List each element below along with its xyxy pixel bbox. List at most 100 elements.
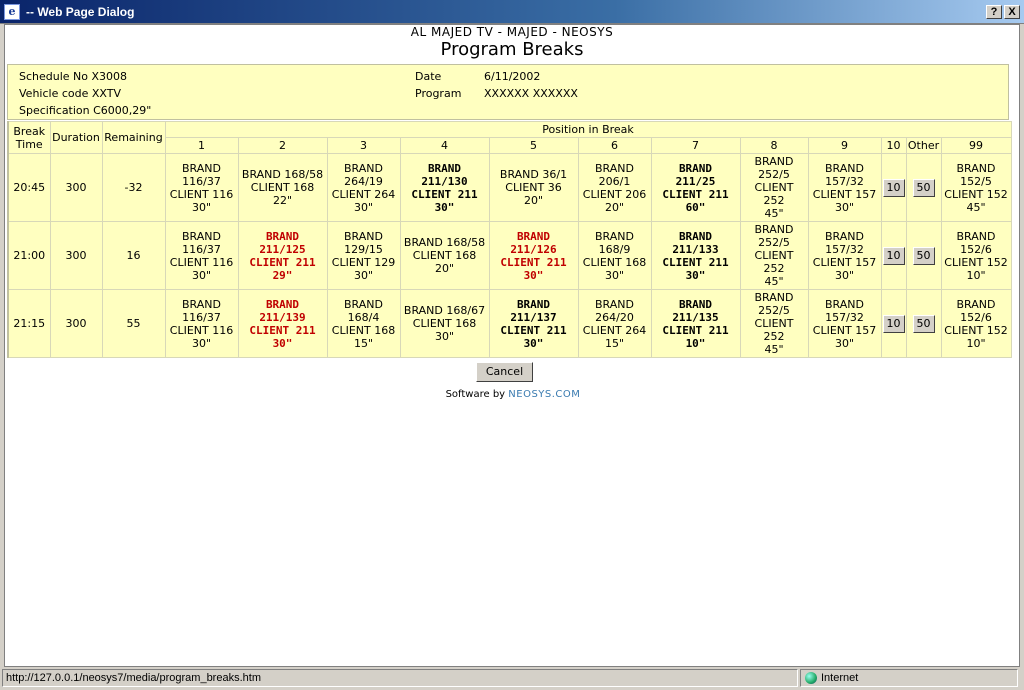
booking-cell[interactable]: BRAND 157/32 CLIENT 157 30" <box>807 153 882 222</box>
page-title: Program Breaks <box>440 39 584 60</box>
booking-line: 116/37 <box>182 310 221 324</box>
booking-line: CLIENT 168 <box>250 181 315 194</box>
breaks-table: Break Time Duration Remaining Position i… <box>7 121 1012 358</box>
booking-line: 157/32 <box>825 174 864 188</box>
dialog-content: AL MAJED TV - MAJED - NEOSYS Program Bre… <box>4 24 1020 667</box>
status-bar: http://127.0.0.1/neosys7/media/program_b… <box>0 667 1024 690</box>
booking-line: 20" <box>523 194 544 207</box>
position-slot-button[interactable]: 50 <box>912 178 935 197</box>
booking-line: 252/5 <box>758 236 790 249</box>
booking-cell[interactable]: BRAND 168/58 CLIENT 168 22" <box>237 153 328 222</box>
neosys-link[interactable]: NEOSYS.COM <box>508 389 581 400</box>
booking-cell[interactable]: BRAND 252/5 CLIENT 252 45" <box>739 221 809 290</box>
booking-line: 252 <box>763 330 785 343</box>
booking-cell[interactable]: BRAND 157/32 CLIENT 157 30" <box>807 221 882 290</box>
booking-line: CLIENT 264 <box>331 187 396 201</box>
booking-line: 10" <box>966 336 986 350</box>
break-duration: 300 <box>49 153 103 222</box>
booking-cell[interactable]: BRAND 252/5 CLIENT 252 45" <box>739 289 809 358</box>
booking-cell[interactable]: BRAND 211/139 CLIENT 211 30" <box>237 289 328 358</box>
cancel-button[interactable]: Cancel <box>476 362 533 382</box>
booking-line: CLIENT 211 <box>411 187 478 201</box>
booking-line: 45" <box>764 275 784 288</box>
booking-cell[interactable]: BRAND 211/137 CLIENT 211 30" <box>488 289 579 358</box>
booking-cell[interactable]: BRAND 252/5 CLIENT 252 45" <box>739 153 809 222</box>
booking-cell[interactable]: BRAND 211/133 CLIENT 211 30" <box>650 221 741 290</box>
booking-cell[interactable]: BRAND 152/6 CLIENT 152 10" <box>940 221 1012 290</box>
booking-cell[interactable]: BRAND 168/9 CLIENT 168 30" <box>577 221 652 290</box>
status-url: http://127.0.0.1/neosys7/media/program_b… <box>2 669 798 687</box>
booking-line: CLIENT 211 <box>500 255 567 269</box>
booking-cell[interactable]: BRAND 206/1 CLIENT 206 20" <box>577 153 652 222</box>
booking-cell[interactable]: BRAND 116/37 CLIENT 116 30" <box>164 153 239 222</box>
booking-line: CLIENT 211 <box>500 323 567 337</box>
position-header: 8 <box>739 137 809 154</box>
booking-line: 252/5 <box>758 168 790 181</box>
booking-line: 29" <box>272 268 293 282</box>
booking-line: CLIENT 168 <box>412 249 477 262</box>
booking-cell[interactable]: BRAND 152/6 CLIENT 152 10" <box>940 289 1012 358</box>
booking-line: 20" <box>434 262 455 275</box>
booking-line: 22" <box>272 194 293 207</box>
booking-line: CLIENT 116 <box>169 323 234 337</box>
booking-cell[interactable]: BRAND 116/37 CLIENT 116 30" <box>164 289 239 358</box>
booking-line: 211/25 <box>675 174 716 188</box>
booking-cell[interactable]: BRAND 116/37 CLIENT 116 30" <box>164 221 239 290</box>
booking-line: BRAND <box>678 229 713 243</box>
position-slot-button[interactable]: 10 <box>882 314 905 333</box>
booking-line: 20" <box>604 200 625 214</box>
booking-line: 211/133 <box>672 242 719 256</box>
booking-line: 168/9 <box>598 242 631 256</box>
footer-prefix: Software by <box>445 389 509 400</box>
booking-line: 206/1 <box>598 174 631 188</box>
globe-icon <box>805 672 817 684</box>
booking-line: 157/32 <box>825 242 864 256</box>
position-slot-button[interactable]: 10 <box>882 178 905 197</box>
close-button[interactable]: X <box>1004 4 1020 19</box>
position-slot-button[interactable]: 10 <box>882 246 905 265</box>
break-row: 21:00 300 16 BRAND 116/37 CLIENT 116 30" BRAND 2… <box>7 221 1012 290</box>
ie-page-icon: e <box>4 3 20 20</box>
position-header: 9 <box>807 137 882 154</box>
booking-cell[interactable]: BRAND 211/125 CLIENT 211 29" <box>237 221 328 290</box>
booking-cell[interactable]: BRAND 211/126 CLIENT 211 30" <box>488 221 579 290</box>
booking-line: CLIENT <box>754 249 794 262</box>
position-slot-button[interactable]: 50 <box>912 246 935 265</box>
position-slot-button[interactable]: 50 <box>912 314 935 333</box>
booking-line: CLIENT 211 <box>249 323 316 337</box>
program-value: XXXXXX XXXXXX <box>484 87 578 100</box>
help-button[interactable]: ? <box>986 4 1002 19</box>
booking-line: BRAND <box>754 155 794 168</box>
booking-cell[interactable]: BRAND 211/130 CLIENT 211 30" <box>399 153 490 222</box>
booking-cell[interactable]: BRAND 168/58 CLIENT 168 20" <box>399 221 490 290</box>
booking-cell[interactable]: BRAND 211/25 CLIENT 211 60" <box>650 153 741 222</box>
booking-cell[interactable]: BRAND 168/4 CLIENT 168 15" <box>326 289 401 358</box>
booking-cell[interactable]: BRAND 168/67 CLIENT 168 30" <box>399 289 490 358</box>
booking-line: BRAND <box>182 229 221 243</box>
booking-line: CLIENT 116 <box>169 187 234 201</box>
booking-line: BRAND 168/67 <box>403 304 486 317</box>
booking-line: 15" <box>353 336 374 350</box>
booking-cell[interactable]: BRAND 264/20 CLIENT 264 15" <box>577 289 652 358</box>
booking-line: CLIENT 206 <box>582 187 647 201</box>
header-break-time-line1: Break <box>13 124 46 138</box>
booking-cell[interactable]: BRAND 36/1 CLIENT 36 20" <box>488 153 579 222</box>
booking-line: BRAND <box>956 297 996 311</box>
booking-cell[interactable]: BRAND 152/5 CLIENT 152 45" <box>940 153 1012 222</box>
vehicle-code: Vehicle code XXTV <box>19 87 121 100</box>
booking-line: CLIENT 129 <box>331 255 396 269</box>
booking-line: BRAND <box>754 223 794 236</box>
booking-line: BRAND <box>265 229 300 243</box>
booking-line: 211/137 <box>510 310 557 324</box>
booking-cell[interactable]: BRAND 129/15 CLIENT 129 30" <box>326 221 401 290</box>
booking-line: CLIENT 168 <box>331 323 396 337</box>
booking-cell[interactable]: BRAND 264/19 CLIENT 264 30" <box>326 153 401 222</box>
booking-cell[interactable]: BRAND 211/135 CLIENT 211 10" <box>650 289 741 358</box>
booking-line: 45" <box>764 343 784 356</box>
position-cell: 50 <box>905 289 942 358</box>
booking-line: 211/139 <box>259 310 306 324</box>
booking-cell[interactable]: BRAND 157/32 CLIENT 157 30" <box>807 289 882 358</box>
booking-line: 30" <box>685 268 706 282</box>
booking-line: BRAND <box>516 297 551 311</box>
break-time: 21:00 <box>7 221 51 290</box>
